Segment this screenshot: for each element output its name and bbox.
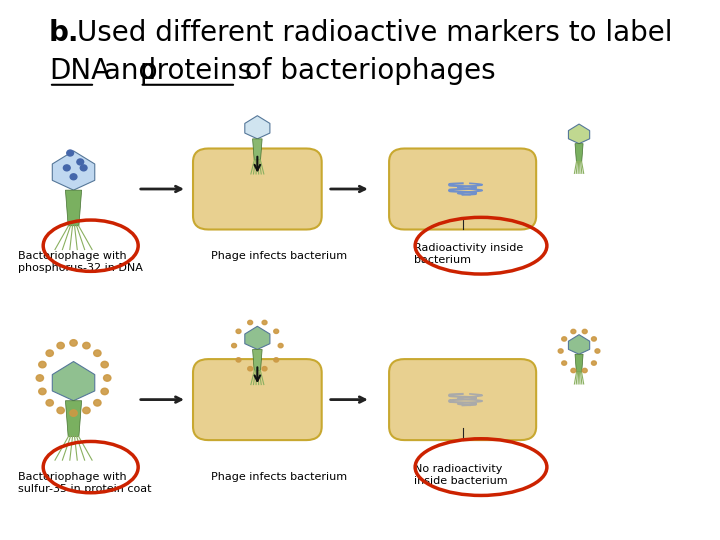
Circle shape xyxy=(262,367,267,371)
Text: No radioactivity
inside bacterium: No radioactivity inside bacterium xyxy=(413,464,507,486)
Circle shape xyxy=(83,342,90,349)
FancyBboxPatch shape xyxy=(389,359,536,440)
Polygon shape xyxy=(53,151,95,190)
FancyBboxPatch shape xyxy=(193,359,322,440)
Text: Used different radioactive markers to label: Used different radioactive markers to la… xyxy=(76,19,672,47)
Circle shape xyxy=(236,329,241,334)
FancyBboxPatch shape xyxy=(193,148,322,230)
Polygon shape xyxy=(253,139,262,160)
Text: Phage infects bacterium: Phage infects bacterium xyxy=(212,472,348,483)
Circle shape xyxy=(94,400,101,406)
Polygon shape xyxy=(53,362,95,401)
Circle shape xyxy=(83,407,90,414)
Circle shape xyxy=(101,361,108,368)
Text: b.: b. xyxy=(49,19,79,47)
Circle shape xyxy=(582,329,588,334)
Circle shape xyxy=(39,388,46,395)
Circle shape xyxy=(57,342,64,349)
Text: Bacteriophage with
phosphorus-32 in DNA: Bacteriophage with phosphorus-32 in DNA xyxy=(19,251,143,273)
Circle shape xyxy=(36,375,43,381)
Circle shape xyxy=(77,159,84,165)
Polygon shape xyxy=(253,349,262,370)
Circle shape xyxy=(236,357,241,362)
Circle shape xyxy=(63,165,70,171)
Circle shape xyxy=(94,350,101,356)
Text: DNA: DNA xyxy=(49,57,110,85)
Circle shape xyxy=(70,340,77,346)
Circle shape xyxy=(39,361,46,368)
Circle shape xyxy=(232,343,237,348)
FancyBboxPatch shape xyxy=(389,148,536,230)
Circle shape xyxy=(46,350,53,356)
Polygon shape xyxy=(568,335,590,354)
Text: of bacteriophages: of bacteriophages xyxy=(236,57,495,85)
Circle shape xyxy=(582,368,588,373)
Circle shape xyxy=(571,368,576,373)
Circle shape xyxy=(101,388,108,395)
Polygon shape xyxy=(568,124,590,144)
Circle shape xyxy=(262,320,267,325)
Circle shape xyxy=(595,349,600,353)
Circle shape xyxy=(248,320,253,325)
Circle shape xyxy=(558,349,563,353)
Polygon shape xyxy=(245,116,270,139)
Circle shape xyxy=(67,150,73,156)
Polygon shape xyxy=(245,326,270,349)
Circle shape xyxy=(46,400,53,406)
Text: Radioactivity inside
bacterium: Radioactivity inside bacterium xyxy=(413,243,523,265)
Circle shape xyxy=(274,357,279,362)
Circle shape xyxy=(278,343,283,348)
Circle shape xyxy=(104,375,111,381)
Circle shape xyxy=(591,361,596,365)
Polygon shape xyxy=(575,144,583,161)
Circle shape xyxy=(248,367,253,371)
Text: Phage infects bacterium: Phage infects bacterium xyxy=(212,251,348,261)
Circle shape xyxy=(562,337,567,341)
Circle shape xyxy=(562,361,567,365)
Circle shape xyxy=(57,407,64,414)
Text: proteins: proteins xyxy=(140,57,253,85)
Polygon shape xyxy=(66,190,81,226)
Circle shape xyxy=(571,329,576,334)
Circle shape xyxy=(80,165,87,171)
Polygon shape xyxy=(575,354,583,372)
Circle shape xyxy=(70,410,77,416)
Text: and: and xyxy=(95,57,165,85)
Polygon shape xyxy=(66,401,81,436)
Circle shape xyxy=(274,329,279,334)
Circle shape xyxy=(591,337,596,341)
Circle shape xyxy=(70,174,77,180)
Text: Bacteriophage with
sulfur-35 in protein coat: Bacteriophage with sulfur-35 in protein … xyxy=(19,472,152,494)
